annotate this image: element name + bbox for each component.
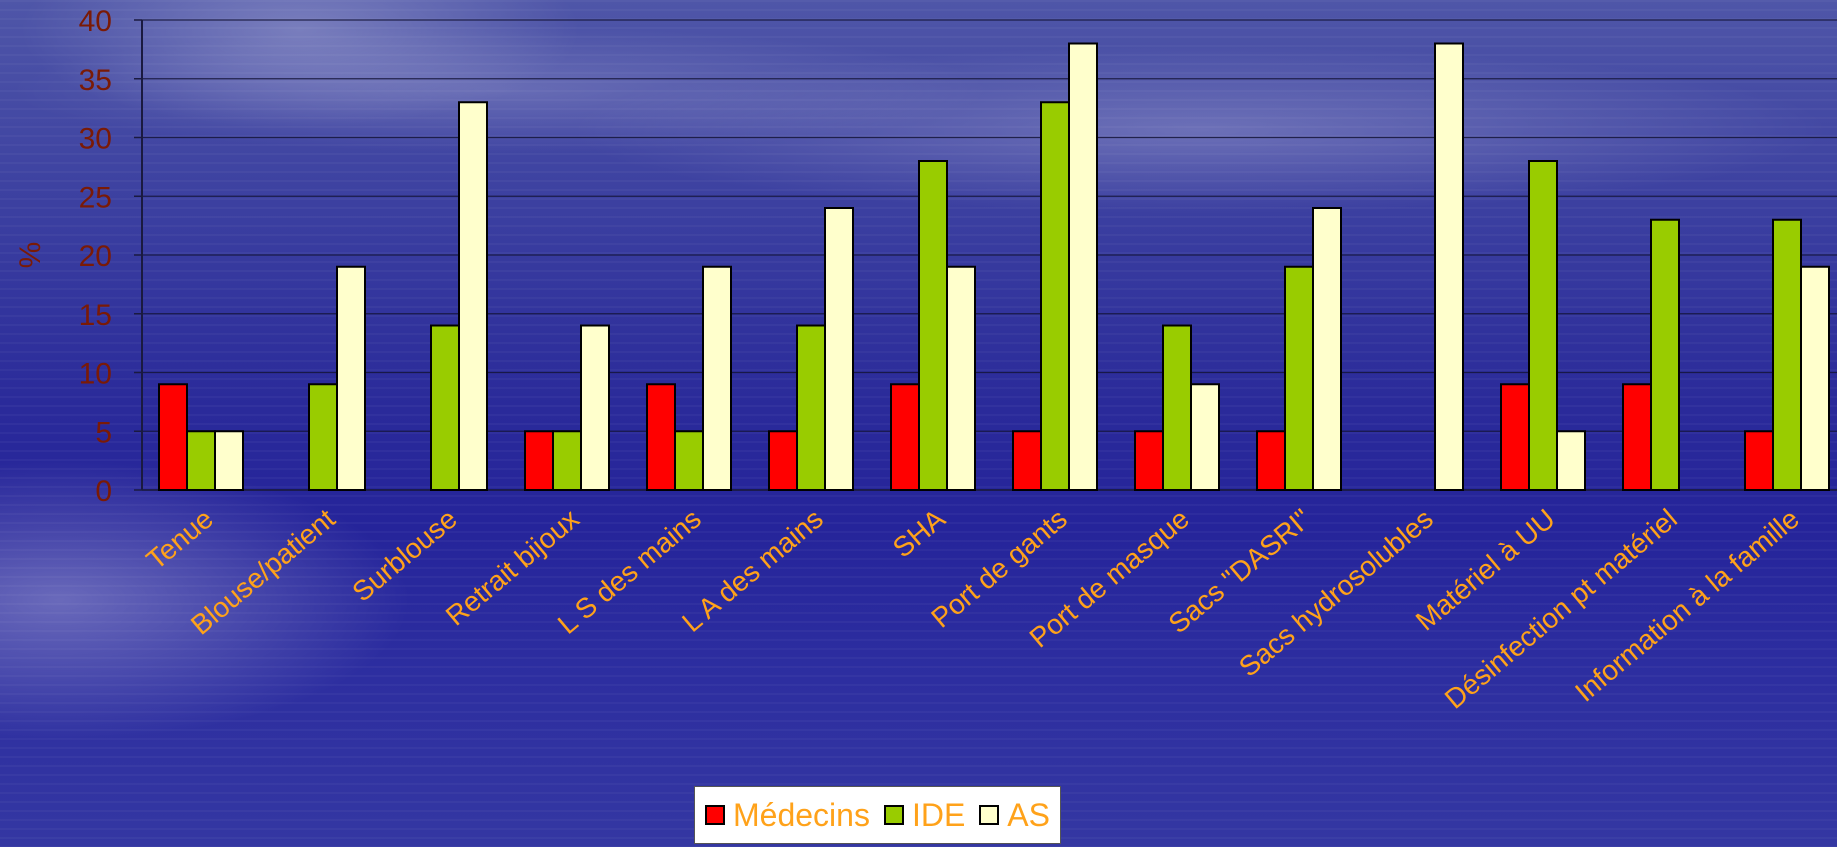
y-tick-label: 0 [95,475,112,508]
y-tick-label: 40 [79,5,112,38]
bar-as-2 [458,101,488,491]
bar-as-5 [824,207,854,491]
gridlines [142,19,1837,491]
bar-mdecins-3 [524,430,554,491]
bar-ide-13 [1772,218,1802,491]
legend: Médecins IDE AS [694,786,1061,844]
bar-as-11 [1556,430,1586,491]
bar-mdecins-0 [158,383,188,491]
bar-ide-2 [430,324,460,491]
bar-mdecins-13 [1744,430,1774,491]
legend-item-as: AS [979,797,1050,834]
y-tick-label: 5 [95,416,112,449]
bar-ide-12 [1650,218,1680,491]
bar-mdecins-7 [1012,430,1042,491]
bar-ide-5 [796,324,826,491]
x-tick-label: SHA [887,503,951,564]
legend-swatch-as [979,805,1000,825]
y-tick-label: 10 [79,358,112,391]
bars [158,42,1830,491]
bar-ide-6 [918,160,948,491]
bar-mdecins-11 [1500,383,1530,491]
legend-item-ide: IDE [883,796,966,834]
bar-ide-4 [674,430,704,491]
bar-as-6 [946,265,976,491]
x-tick-label: Tenue [140,503,218,576]
bar-as-10 [1434,42,1464,491]
bar-mdecins-12 [1622,383,1652,491]
legend-label-as: AS [1007,796,1050,833]
bar-as-4 [702,265,732,491]
bar-as-13 [1800,265,1830,491]
bar-as-9 [1312,207,1342,491]
bar-mdecins-6 [890,383,920,491]
bar-ide-8 [1162,324,1192,491]
legend-swatch-medecins [705,805,725,825]
bar-as-3 [580,324,610,491]
x-tick-label: Surblouse [346,503,463,608]
bar-ide-11 [1528,160,1558,491]
legend-label-medecins: Médecins [733,796,870,833]
y-tick-label: 20 [79,240,112,273]
bar-mdecins-9 [1256,430,1286,491]
legend-label-ide: IDE [911,796,966,833]
bar-as-8 [1190,383,1220,491]
y-tick-label: 25 [79,181,112,214]
bar-ide-3 [552,430,582,491]
y-tick-label: 35 [79,64,112,97]
y-tick-label: 15 [79,299,112,332]
bar-ide-7 [1040,101,1070,491]
y-axis-label: % [14,242,47,269]
y-tick-label: 30 [79,123,112,156]
x-tick-label: Information à la famille [1569,503,1805,708]
x-tick-label: Désinfection pt matériel [1439,503,1683,715]
bar-ide-1 [308,383,338,491]
bar-mdecins-5 [768,430,798,491]
legend-swatch-ide [883,805,904,825]
legend-item-medecins: Médecins [705,797,870,834]
bar-as-7 [1068,42,1098,491]
bar-as-0 [214,430,244,491]
bar-mdecins-8 [1134,430,1164,491]
y-axis: 0 5 10 15 20 25 30 35 40 [79,5,143,508]
bar-as-1 [336,265,366,491]
bar-ide-9 [1284,265,1314,491]
bar-ide-0 [186,430,216,491]
bar-mdecins-4 [646,383,676,491]
